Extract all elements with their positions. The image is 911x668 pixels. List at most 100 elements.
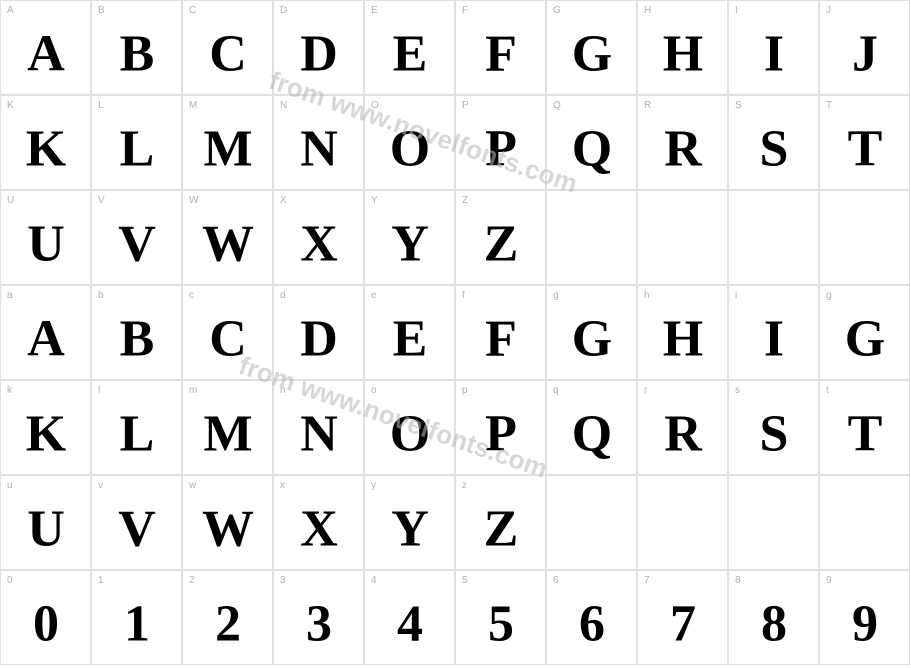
key-label: H [644, 5, 651, 16]
glyph-display: J [852, 24, 877, 83]
glyph-cell: UU [0, 190, 91, 285]
key-label: J [826, 5, 831, 16]
glyph-cell: GG [546, 0, 637, 95]
key-label: q [553, 385, 559, 396]
glyph-cell: oO [364, 380, 455, 475]
key-label: 7 [644, 575, 650, 586]
glyph-cell: sS [728, 380, 819, 475]
glyph-display: T [848, 119, 882, 178]
glyph-display: B [120, 309, 154, 368]
glyph-display: P [485, 119, 516, 178]
glyph-cell: 88 [728, 570, 819, 665]
key-label: b [98, 290, 104, 301]
key-label: Y [371, 195, 378, 206]
key-label: 5 [462, 575, 468, 586]
key-label: U [7, 195, 14, 206]
glyph-cell: kK [0, 380, 91, 475]
glyph-cell: EE [364, 0, 455, 95]
glyph-cell: eE [364, 285, 455, 380]
key-label: o [371, 385, 377, 396]
key-label: F [462, 5, 468, 16]
glyph-cell: TT [819, 95, 910, 190]
glyph-cell: cC [182, 285, 273, 380]
glyph-display: Q [572, 119, 611, 178]
glyph-display: Y [391, 499, 428, 558]
glyph-display: R [664, 404, 701, 463]
glyph-cell: gG [546, 285, 637, 380]
glyph-cell: VV [91, 190, 182, 285]
key-label: 4 [371, 575, 377, 586]
glyph-display: T [848, 404, 882, 463]
glyph-cell: AA [0, 0, 91, 95]
key-label: h [644, 290, 650, 301]
glyph-display: O [390, 404, 429, 463]
glyph-display: 7 [670, 594, 695, 653]
glyph-cell: XX [273, 190, 364, 285]
glyph-display: I [764, 309, 783, 368]
glyph-cell: aA [0, 285, 91, 380]
key-label: m [189, 385, 197, 396]
glyph-cell: 44 [364, 570, 455, 665]
key-label: i [735, 290, 737, 301]
glyph-cell: NN [273, 95, 364, 190]
key-label: G [553, 5, 561, 16]
glyph-cell: LL [91, 95, 182, 190]
glyph-cell: hH [637, 285, 728, 380]
glyph-display: C [209, 309, 246, 368]
glyph-display: A [27, 309, 64, 368]
glyph-display: Q [572, 404, 611, 463]
glyph-cell: YY [364, 190, 455, 285]
glyph-display: A [27, 24, 64, 83]
glyph-display: H [663, 24, 702, 83]
key-label: l [98, 385, 100, 396]
key-label: 2 [189, 575, 195, 586]
glyph-cell: PP [455, 95, 546, 190]
key-label: K [7, 100, 14, 111]
glyph-display: U [27, 214, 64, 273]
glyph-display: E [393, 309, 427, 368]
key-label: 8 [735, 575, 741, 586]
key-label: k [7, 385, 12, 396]
glyph-cell: HH [637, 0, 728, 95]
glyph-display: B [120, 24, 154, 83]
key-label: V [98, 195, 105, 206]
key-label: 9 [826, 575, 832, 586]
glyph-display: 1 [124, 594, 149, 653]
glyph-cell: OO [364, 95, 455, 190]
glyph-cell: 55 [455, 570, 546, 665]
glyph-display: D [300, 24, 337, 83]
key-label: R [644, 100, 651, 111]
glyph-cell: pP [455, 380, 546, 475]
key-label: Q [553, 100, 561, 111]
key-label: s [735, 385, 740, 396]
key-label: p [462, 385, 468, 396]
glyph-cell: RR [637, 95, 728, 190]
glyph-display: G [572, 309, 611, 368]
key-label: P [462, 100, 469, 111]
glyph-display: L [120, 119, 154, 178]
glyph-cell: QQ [546, 95, 637, 190]
key-label: E [371, 5, 378, 16]
glyph-cell: mM [182, 380, 273, 475]
glyph-cell: BB [91, 0, 182, 95]
glyph-cell: wW [182, 475, 273, 570]
glyph-cell [637, 190, 728, 285]
key-label: z [462, 480, 467, 491]
key-label: N [280, 100, 287, 111]
glyph-cell: ZZ [455, 190, 546, 285]
glyph-display: I [764, 24, 783, 83]
glyph-display: H [663, 309, 702, 368]
key-label: x [280, 480, 285, 491]
key-label: X [280, 195, 287, 206]
key-label: t [826, 385, 829, 396]
key-label: S [735, 100, 742, 111]
glyph-cell: nN [273, 380, 364, 475]
key-label: T [826, 100, 832, 111]
glyph-cell: CC [182, 0, 273, 95]
glyph-cell: gG [819, 285, 910, 380]
glyph-cell: KK [0, 95, 91, 190]
glyph-display: G [845, 309, 884, 368]
glyph-cell [819, 475, 910, 570]
glyph-display: M [203, 404, 251, 463]
glyph-display: S [760, 404, 788, 463]
